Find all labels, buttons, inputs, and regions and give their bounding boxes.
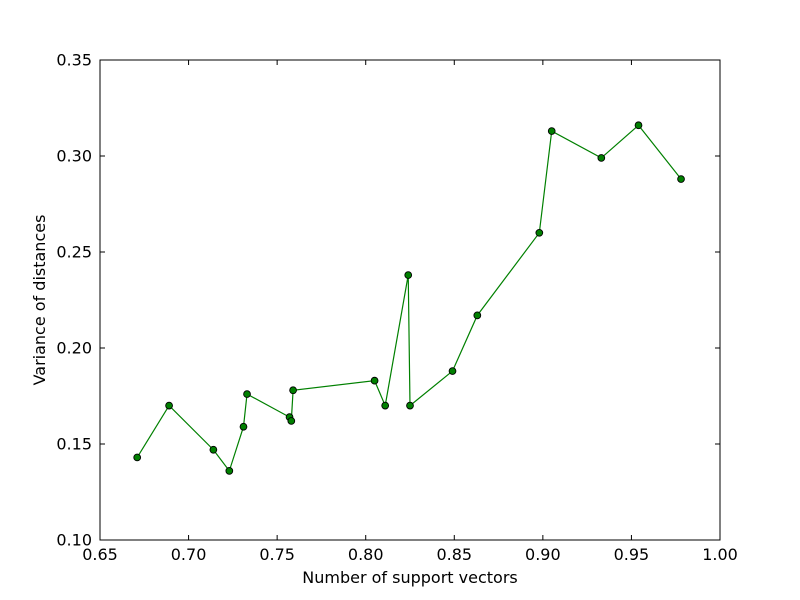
- x-tick-label: 0.95: [614, 545, 650, 564]
- data-point: [535, 228, 544, 237]
- data-point: [406, 401, 414, 410]
- x-tick-label: 0.80: [348, 545, 384, 564]
- data-point: [289, 386, 297, 395]
- data-point: [404, 271, 413, 279]
- x-tick-label: 0.75: [259, 545, 295, 564]
- y-tick-label: 0.20: [56, 339, 92, 358]
- data-point: [634, 121, 643, 130]
- plot-area: [100, 60, 720, 540]
- data-point: [225, 467, 234, 475]
- data-point: [448, 367, 457, 375]
- x-tick-label: 0.85: [436, 545, 472, 564]
- data-point: [473, 311, 482, 320]
- data-point: [287, 417, 296, 425]
- y-axis-label: Variance of distances: [30, 215, 49, 386]
- data-point: [547, 127, 556, 135]
- y-tick-label: 0.35: [56, 51, 92, 70]
- x-tick-label: 0.90: [525, 545, 561, 564]
- x-tick-label: 0.65: [82, 545, 118, 564]
- data-point: [370, 376, 379, 385]
- data-point: [243, 390, 251, 398]
- data-point: [239, 422, 248, 431]
- y-tick-label: 0.25: [56, 243, 92, 262]
- y-tick-label: 0.10: [56, 531, 92, 550]
- x-axis-label: Number of support vectors: [302, 568, 517, 587]
- data-point: [597, 154, 606, 162]
- labels-layer: 0.65 0.70 0.75 0.80 0.85 0.90 0.95 1.00 0.10 0.15…: [56, 51, 737, 565]
- series-line: [136, 124, 682, 473]
- x-tick-label: 0.70: [171, 545, 207, 564]
- y-tick-label: 0.30: [56, 147, 92, 166]
- series-layer: [133, 121, 685, 475]
- x-tick-label: 1.00: [702, 545, 738, 564]
- axes-layer: [99, 59, 721, 541]
- axes-frame: [99, 59, 721, 541]
- data-point: [133, 453, 142, 462]
- data-point: [209, 445, 218, 454]
- y-tick-label: 0.15: [56, 435, 92, 454]
- data-point: [165, 401, 173, 410]
- data-point: [381, 401, 390, 410]
- data-point: [677, 175, 685, 183]
